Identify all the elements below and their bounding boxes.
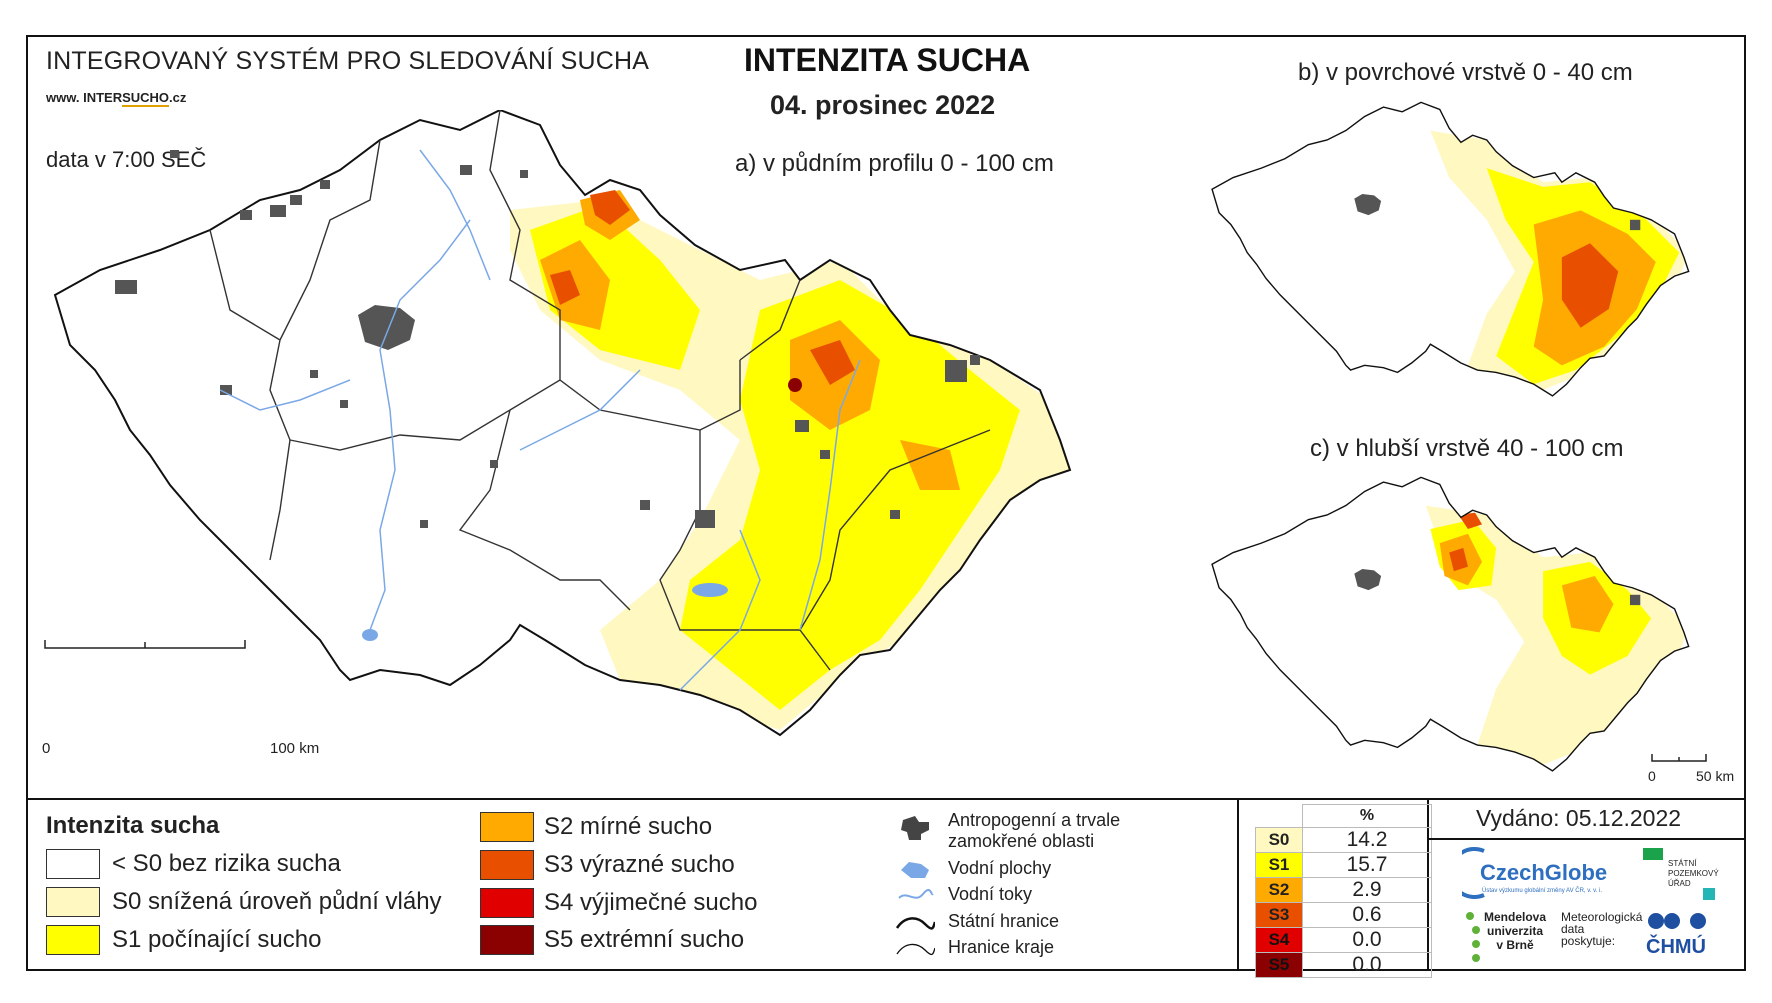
country-shape [53,110,1072,737]
legend-swatch-s0 [46,887,100,917]
czechglobe-logo: CzechGlobe [1480,860,1608,885]
legend-symbol-water: Vodní plochy [948,858,1052,878]
legend-frame [26,798,1746,971]
legend-label-s2: S2 mírné sucho [544,813,713,840]
scale-bar-small [1651,754,1707,762]
meteo-credit: Meteorologická data poskytuje: [1561,910,1643,948]
legend-label-s3: S3 výrazné sucho [544,851,735,878]
map-c-deep-layer [1211,476,1690,772]
main-drought-map [44,110,1072,737]
data-time: data v 7:00 SEČ [46,147,207,172]
divider-left [1237,798,1239,971]
water-body-icon [901,862,929,878]
stats-cls-s1: S1 [1255,851,1303,878]
stats-cls-s5: S5 [1255,951,1303,978]
map-b-surface-layer [1211,101,1690,397]
website-link[interactable]: www. INTERSUCHO.cz [46,90,187,107]
legend-title: Intenzita sucha [46,812,220,839]
spu-logo-mark [1643,848,1663,860]
map-b-label: b) v povrchové vrstvě 0 - 40 cm [1298,59,1633,86]
stats-cls-s4: S4 [1255,926,1303,953]
chmu-logo-icon [1648,913,1706,929]
stats-val-s3: 0.6 [1302,901,1432,928]
stats-cls-s3: S3 [1255,901,1303,928]
spu-logo: STÁTNÍ POZEMKOVÝ ÚŘAD [1668,859,1719,888]
stats-cls-s2: S2 [1255,876,1303,903]
water-bodies [362,583,728,641]
urban-areas [115,150,980,528]
scale-small-end: 50 km [1696,768,1735,784]
issued-date: Vydáno: 05.12.2022 [1476,805,1682,831]
legend-swatch-s4 [480,888,534,918]
legend-symbol-state-border: Státní hranice [948,911,1060,931]
region-borders [209,110,991,671]
stats-val-s4: 0.0 [1302,926,1432,953]
map-c-label: c) v hlubší vrstvě 40 - 100 cm [1310,435,1624,462]
chmu-logo: ČHMÚ [1646,936,1706,958]
issued-divider [1427,838,1744,840]
scale-small-start: 0 [1648,768,1656,784]
spu-logo-square [1703,888,1715,900]
river-icon [898,889,934,899]
legend-swatch-s5 [480,925,534,955]
legend-label-s5: S5 extrémní sucho [544,926,745,953]
legend-swatch-s1 [46,925,100,955]
region-border-icon [896,943,935,956]
state-border-icon [895,917,935,930]
system-title: INTEGROVANÝ SYSTÉM PRO SLEDOVÁNÍ SUCHA [46,47,650,75]
stats-header: % [1302,804,1432,828]
scale-main-end: 100 km [270,740,320,757]
legend-label-below-s0: < S0 bez rizika sucha [112,850,341,877]
stats-val-s0: 14.2 [1302,826,1432,853]
legend-swatch-s2 [480,812,534,842]
legend-label-s1: S1 počínající sucho [112,926,322,953]
legend-symbol-urban: Antropogenní a trvale zamokřené oblasti [948,810,1121,851]
legend-symbol-region-border: Hranice kraje [948,937,1055,957]
stats-table: % S0 14.2 S1 15.7 S2 2.9 S3 0.6 S4 0.0 S5 0.0 [1255,804,1432,978]
legend-label-s0: S0 snížená úroveň půdní vláhy [112,888,442,915]
legend-swatch-s3 [480,850,534,880]
mendel-logo-icon [1466,912,1480,962]
legend-label-s4: S4 výjimečné sucho [544,889,758,916]
czechglobe-sub: Ústav výzkumu globální změny AV ČR, v. v… [1482,888,1603,894]
legend-symbol-river: Vodní toky [948,884,1033,904]
stats-val-s5: 0.0 [1302,951,1432,978]
urban-area-icon [901,816,929,840]
map-date: 04. prosinec 2022 [770,90,996,120]
stats-val-s2: 2.9 [1302,876,1432,903]
stats-cls-s0: S0 [1255,826,1303,853]
scale-main-start: 0 [42,740,51,757]
mendel-logo: Mendelova univerzita v Brně [1484,910,1547,952]
legend-swatch-below-s0 [46,849,100,879]
rivers [219,149,861,691]
scale-bar-main [44,640,246,649]
main-title: INTENZITA SUCHA [744,42,1031,78]
czechglobe-logo-icon [1462,847,1485,899]
map-a-label: a) v půdním profilu 0 - 100 cm [735,150,1054,177]
stats-val-s1: 15.7 [1302,851,1432,878]
